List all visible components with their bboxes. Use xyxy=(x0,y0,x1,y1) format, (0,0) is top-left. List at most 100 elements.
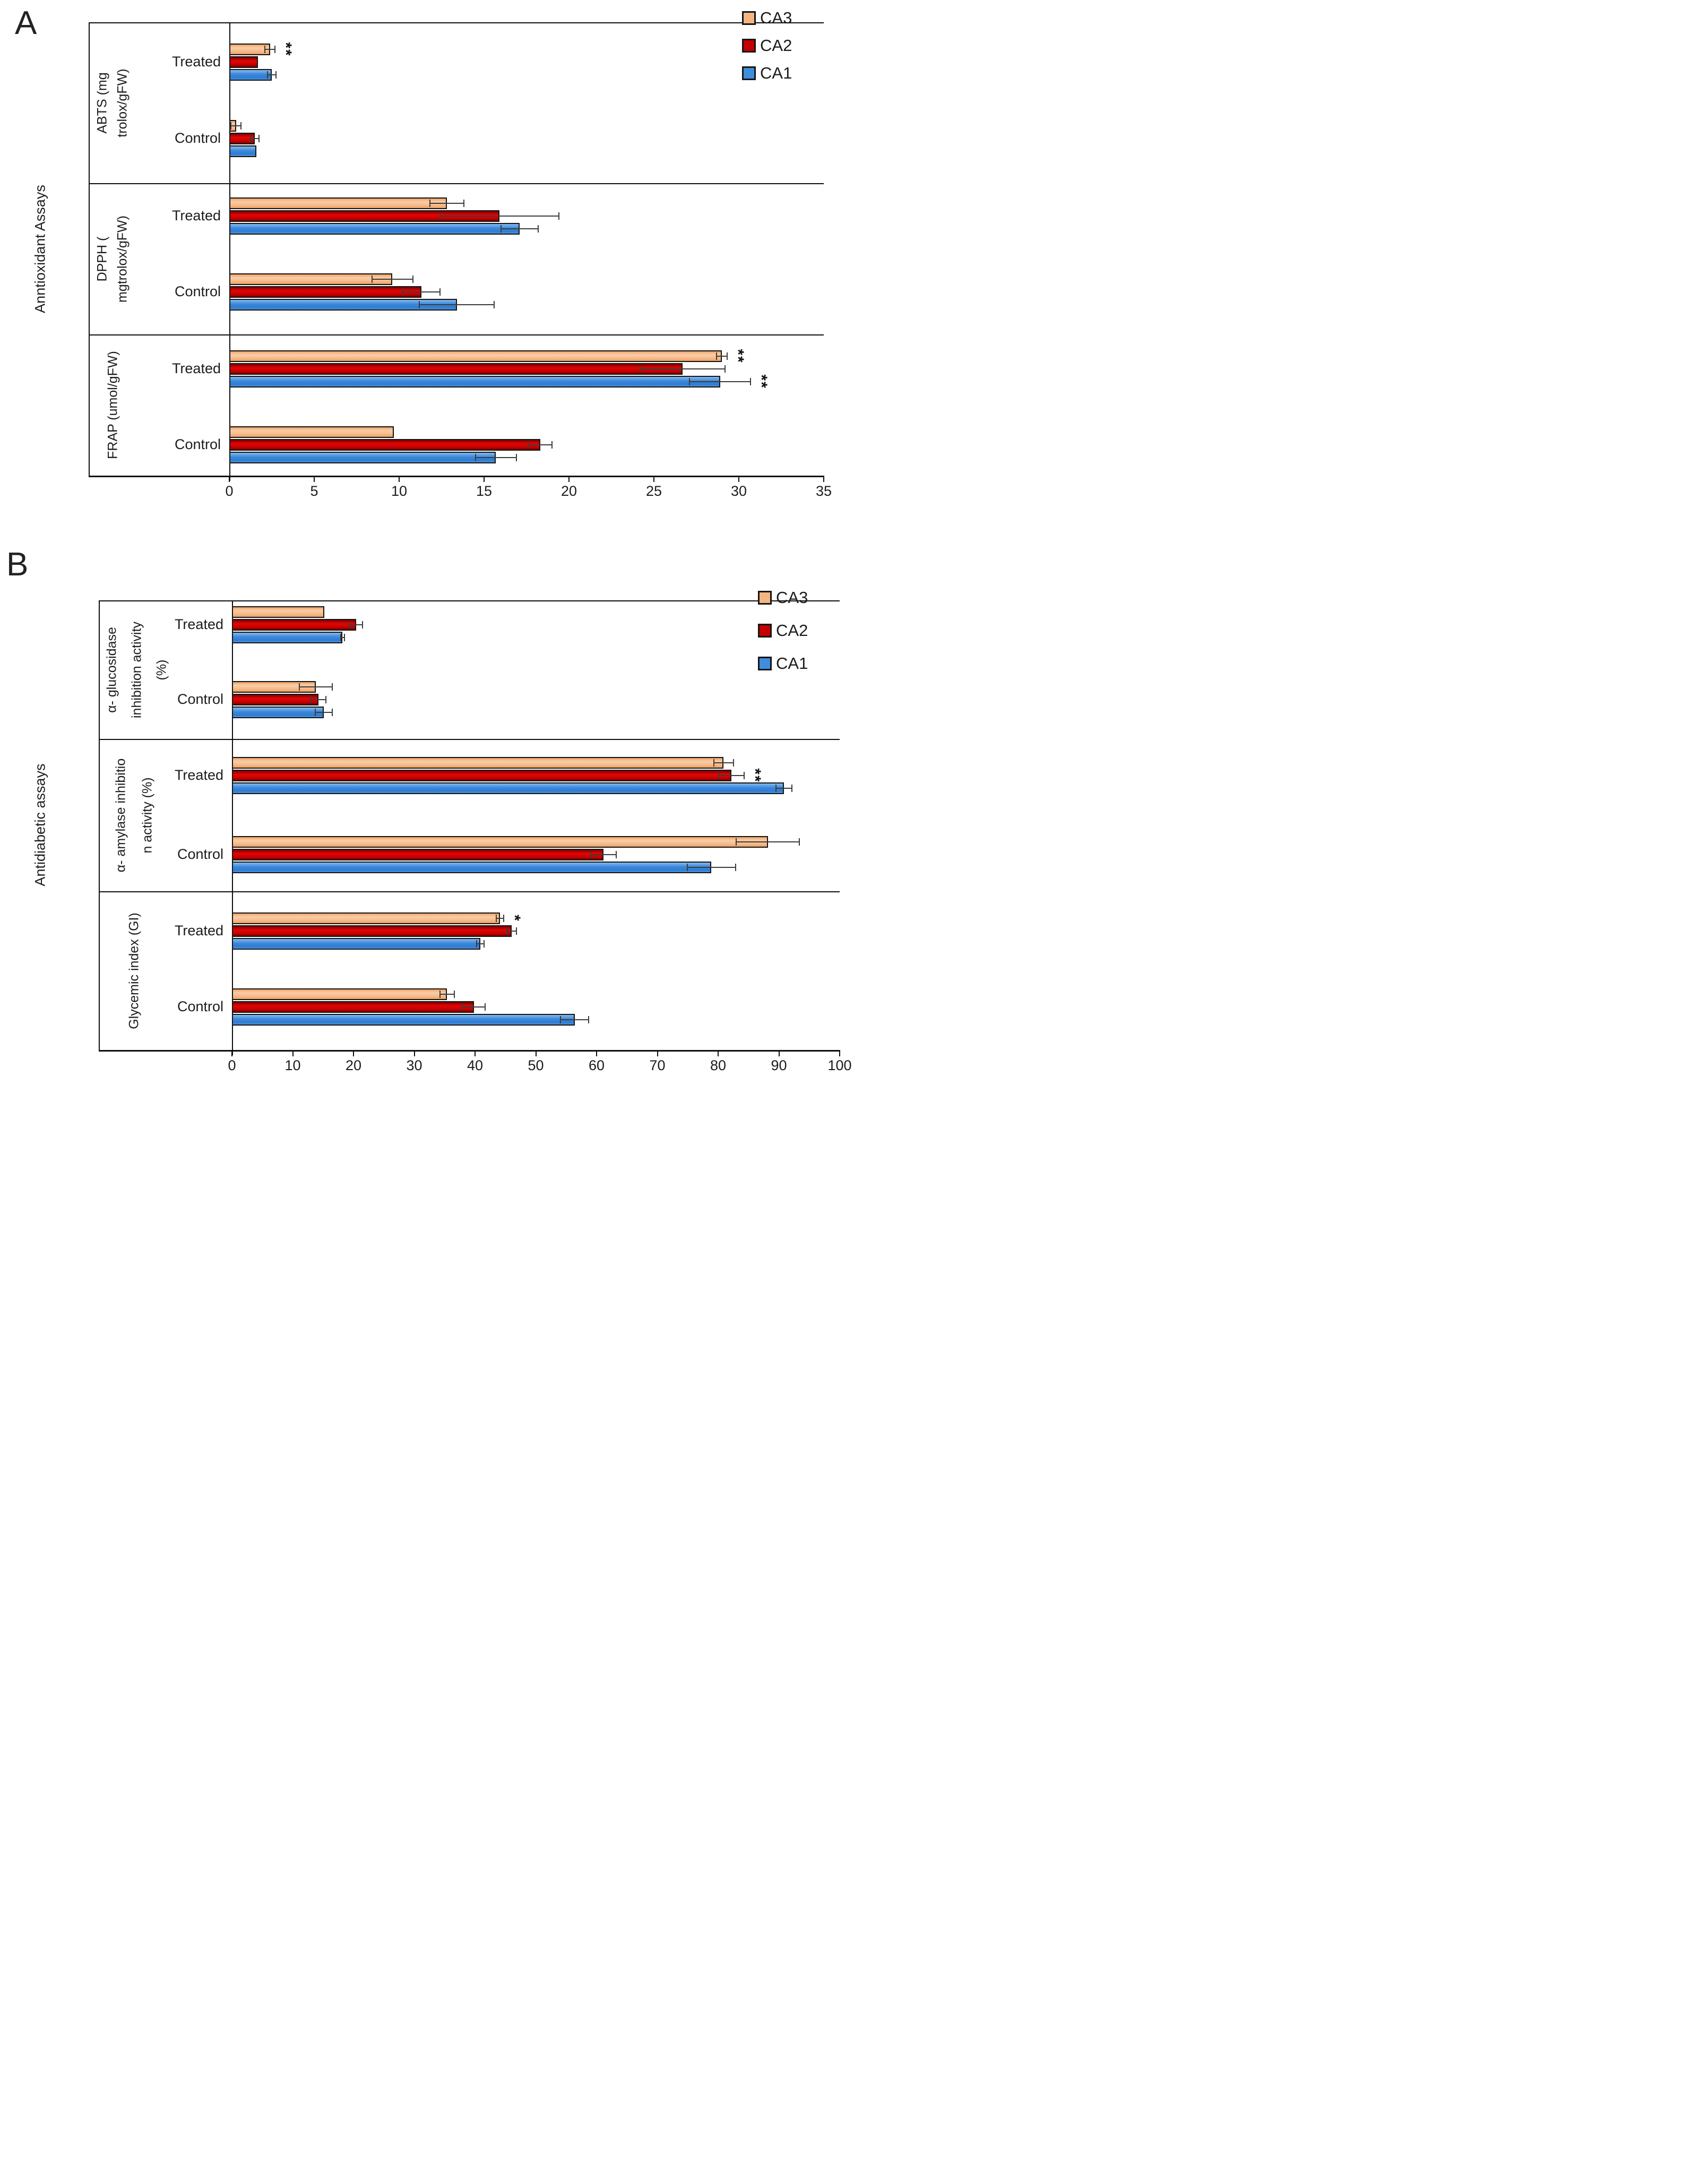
error-bar-cap xyxy=(775,785,777,792)
panel-b-letter: B xyxy=(6,546,29,583)
error-bar xyxy=(372,279,413,280)
panel-b-tick xyxy=(718,1050,719,1056)
panel-b-tick-label: 90 xyxy=(771,1057,787,1073)
error-bar xyxy=(560,1019,589,1020)
panel-b-control-label: Control xyxy=(177,998,223,1014)
panel-a-tick-label: 35 xyxy=(815,483,832,499)
legend-a-entry-ca1: CA1 xyxy=(742,64,792,83)
error-bar-cap xyxy=(419,301,420,308)
panel-a-control-label: Control xyxy=(174,283,221,299)
panel-b-tick-label: 100 xyxy=(827,1057,852,1073)
error-bar-cap xyxy=(250,135,251,142)
panel-b-tick-label: 60 xyxy=(588,1057,605,1073)
panel-b-tick-label: 30 xyxy=(406,1057,422,1073)
bar-b-group-0-treated-ca1 xyxy=(232,632,343,643)
bar-b-group-2-control-ca2 xyxy=(232,1001,474,1013)
legend-b-entry-ca3: CA3 xyxy=(758,588,808,607)
error-bar-cap xyxy=(686,864,688,871)
bar-b-group-0-control-ca1 xyxy=(232,707,324,718)
panel-b-tick-label: 40 xyxy=(467,1057,484,1073)
panel-a-letter: A xyxy=(15,5,37,41)
panel-a-label-box-border xyxy=(89,22,90,476)
panel-b-top-border xyxy=(99,600,840,601)
panel-a-y-axis xyxy=(229,22,230,481)
error-bar xyxy=(439,994,455,995)
panel-b-control-label: Control xyxy=(177,846,223,862)
error-bar-cap xyxy=(439,288,441,296)
panel-b-tick xyxy=(839,1050,840,1056)
error-bar-cap xyxy=(496,915,497,922)
panel-b-group-separator xyxy=(99,739,840,740)
error-bar xyxy=(689,381,751,382)
legend-b-label-ca1: CA1 xyxy=(776,654,808,673)
panel-a-tick-label: 10 xyxy=(391,483,408,499)
panel-a-group-separator xyxy=(89,183,824,184)
bar-a-group-0-control-ca1 xyxy=(229,145,257,157)
error-bar-cap xyxy=(736,838,737,846)
error-bar-cap xyxy=(590,851,591,858)
panel-b-tick-label: 0 xyxy=(228,1057,236,1073)
panel-a-tick-label: 30 xyxy=(730,483,747,499)
error-bar-cap xyxy=(371,275,373,283)
error-bar xyxy=(268,74,276,75)
error-bar-cap xyxy=(348,621,350,629)
bar-b-group-0-treated-ca2 xyxy=(232,619,356,631)
error-bar-cap xyxy=(689,378,691,385)
panel-b-group-1-label-line-1: n activity (%) xyxy=(140,777,155,854)
panel-a-tick xyxy=(229,476,230,482)
panel-a-tick-label: 15 xyxy=(476,483,493,499)
panel-b-tick-label: 20 xyxy=(345,1057,362,1073)
error-bar-cap xyxy=(732,759,734,767)
error-bar-cap xyxy=(528,441,529,449)
error-bar xyxy=(231,125,241,126)
panel-b-tick xyxy=(475,1050,476,1056)
error-bar xyxy=(476,457,516,458)
panel-a-top-border xyxy=(89,22,824,23)
error-bar xyxy=(315,712,332,713)
panel-a-chart: 0 5 10 15 20 25 30 35 Anntioxidant Assays CA3 CA2 C… xyxy=(0,0,854,1081)
error-bar-cap xyxy=(640,365,641,373)
bar-b-group-1-control-ca3 xyxy=(232,836,768,848)
error-bar xyxy=(775,788,792,789)
panel-b-group-2-label-line-0: Glycemic index (GI) xyxy=(126,912,142,1029)
error-bar-cap xyxy=(475,454,476,461)
panel-a-control-label: Control xyxy=(174,130,221,146)
panel-b-tick xyxy=(292,1050,294,1056)
bar-b-group-2-treated-ca1 xyxy=(232,938,481,950)
bar-b-group-0-control-ca2 xyxy=(232,694,318,705)
bar-b-group-1-control-ca1 xyxy=(232,862,712,873)
error-bar xyxy=(477,943,485,944)
panel-b-label-box-border xyxy=(99,600,100,1050)
significance-marker: ** xyxy=(753,374,771,389)
error-bar-cap xyxy=(314,709,316,716)
error-bar xyxy=(640,368,726,369)
bar-b-group-1-treated-ca1 xyxy=(232,782,784,794)
significance-marker: ** xyxy=(729,349,747,364)
error-bar-cap xyxy=(501,225,502,233)
error-bar xyxy=(402,291,440,292)
panel-b-tick-label: 50 xyxy=(528,1057,544,1073)
legend-a-entry-ca2: CA2 xyxy=(742,36,792,55)
error-bar-cap xyxy=(343,634,345,641)
panel-b-tick-label: 10 xyxy=(284,1057,301,1073)
panel-a-tick xyxy=(484,476,485,482)
error-bar xyxy=(717,356,727,357)
error-bar-cap xyxy=(588,1016,590,1023)
error-bar-cap xyxy=(274,46,276,53)
error-bar-cap xyxy=(484,940,485,948)
panel-b-treated-label: Treated xyxy=(174,923,223,939)
legend-a-label-ca1: CA1 xyxy=(760,64,792,82)
error-bar-cap xyxy=(506,927,507,935)
panel-b-control-label: Control xyxy=(177,691,223,707)
error-bar xyxy=(439,216,559,217)
error-bar-cap xyxy=(494,301,495,308)
error-bar-cap xyxy=(454,991,455,998)
panel-a-tick xyxy=(399,476,400,482)
panel-b-chart: 0 10 20 30 40 50 60 70 80 90 100 Antidiabetic assay… xyxy=(0,0,854,1081)
panel-a-group-separator xyxy=(89,334,824,335)
error-bar-cap xyxy=(429,200,430,207)
error-bar-cap xyxy=(264,46,266,53)
error-bar xyxy=(496,918,504,919)
error-bar-cap xyxy=(716,352,718,360)
error-bar-cap xyxy=(551,441,553,449)
